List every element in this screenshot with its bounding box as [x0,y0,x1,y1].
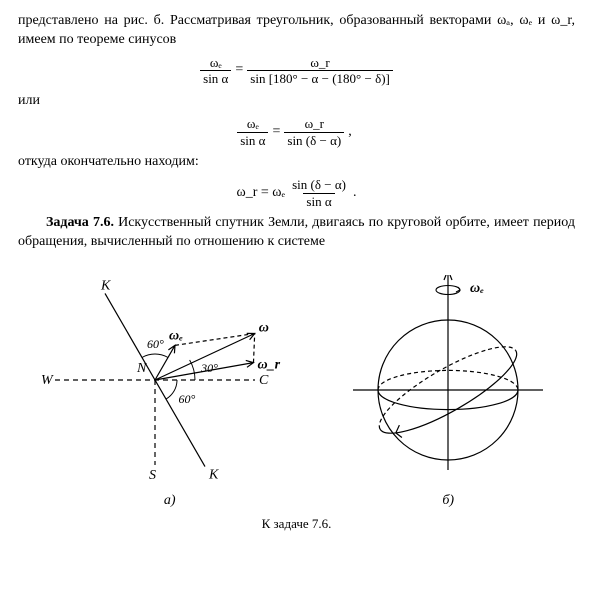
svg-text:W: W [41,373,54,388]
svg-text:K: K [100,279,111,294]
eq1-right-den: sin [180° − α − (180° − δ)] [247,70,393,86]
eq2-left-num: ωₑ [244,117,262,132]
figure-a-svg: KKWCSωω_rωₑN60°30°60° [40,260,300,490]
figure-a-caption: а) [40,492,300,511]
svg-text:30°: 30° [200,361,218,375]
figure-b-svg: ωₑ [343,275,553,490]
svg-text:K: K [208,468,219,483]
eq2-left-den: sin α [237,132,268,148]
conclusion-line: откуда окончательно находим: [18,153,575,172]
equation-2: ωₑ sin α = ω_r sin (δ − α) , [18,117,575,147]
problem-label: Задача 7.6. [46,215,114,230]
eq3-lhs: ω_r = ωₑ [237,184,286,203]
eq1-left-num: ωₑ [207,56,225,71]
figure-b-caption: б) [343,492,553,511]
intro-paragraph: представлено на рис. б. Рассматривая тре… [18,12,575,50]
eq1-left-den: sin α [200,70,231,86]
svg-text:60°: 60° [147,337,164,351]
eq3-frac-num: sin (δ − α) [289,178,349,193]
eq3-frac-den: sin α [303,193,334,209]
figures-caption: К задаче 7.6. [18,515,575,533]
svg-text:ω_r: ω_r [257,358,280,373]
figure-b: ωₑ б) [343,275,553,511]
eq2-equals: = [272,123,280,142]
eq2-tail: , [348,123,352,142]
eq3-tail: . [353,184,357,203]
problem-paragraph: Задача 7.6. Искусственный спутник Земли,… [18,214,575,252]
eq2-right-den: sin (δ − α) [284,132,344,148]
equation-1: ωₑ sin α = ω_r sin [180° − α − (180° − δ… [18,56,575,86]
svg-text:N: N [136,361,147,376]
word-or: или [18,92,575,111]
eq2-right-num: ω_r [302,117,327,132]
equation-3: ω_r = ωₑ sin (δ − α) sin α . [18,178,575,208]
eq1-right-num: ω_r [307,56,332,71]
svg-text:ωₑ: ωₑ [470,281,484,296]
svg-text:ωₑ: ωₑ [169,329,183,344]
eq1-equals: = [235,61,243,80]
figures-row: KKWCSωω_rωₑN60°30°60° а) ωₑ б) [18,260,575,511]
figure-a: KKWCSωω_rωₑN60°30°60° а) [40,260,300,511]
svg-text:60°: 60° [178,392,195,406]
svg-text:ω: ω [258,321,268,336]
svg-text:C: C [259,373,269,388]
svg-text:S: S [149,468,156,483]
